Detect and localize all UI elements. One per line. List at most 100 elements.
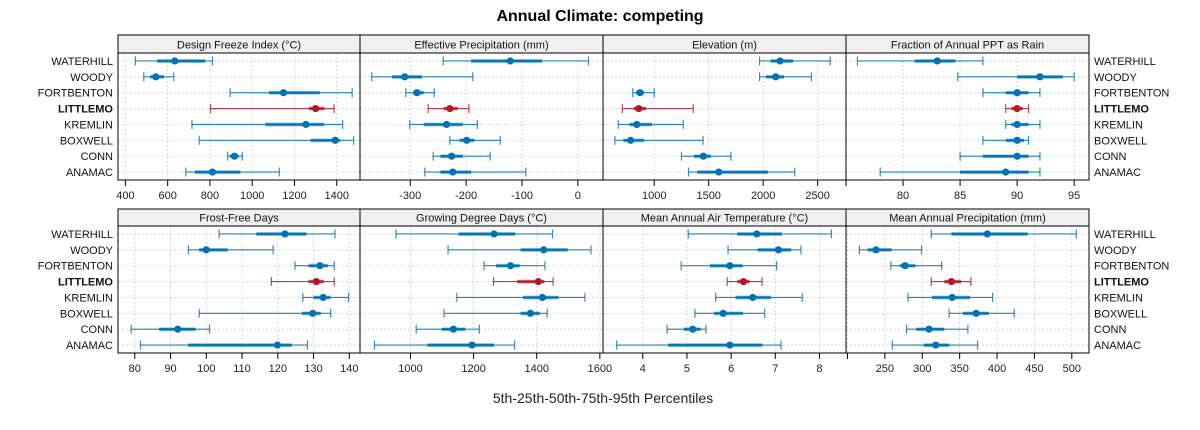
series-waterhill bbox=[395, 229, 554, 239]
x-tick-label: 1600 bbox=[588, 363, 612, 375]
category-label: ANAMAC bbox=[66, 340, 113, 352]
category-label: WOODY bbox=[1094, 245, 1137, 257]
median-point bbox=[753, 230, 761, 238]
median-point bbox=[540, 246, 548, 254]
category-label: CONN bbox=[81, 151, 113, 163]
median-point bbox=[627, 136, 635, 144]
category-label: CONN bbox=[81, 324, 113, 336]
category-label: FORTBENTON bbox=[1094, 261, 1169, 273]
median-point bbox=[872, 246, 880, 254]
median-point bbox=[1013, 104, 1021, 113]
category-label: BOXWELL bbox=[1094, 135, 1147, 147]
series-kremlin bbox=[617, 119, 684, 129]
x-tick-label: 80 bbox=[897, 190, 909, 202]
median-point bbox=[442, 120, 451, 129]
median-point bbox=[1013, 89, 1021, 97]
median-point bbox=[331, 136, 339, 144]
category-label: WOODY bbox=[70, 245, 113, 257]
median-point bbox=[1013, 120, 1021, 129]
series-anamac bbox=[139, 340, 309, 350]
series-conn bbox=[905, 324, 969, 334]
panel-frame bbox=[359, 52, 604, 181]
x-tick-label: 300 bbox=[913, 363, 931, 375]
x-tick-label: 1400 bbox=[325, 190, 349, 202]
median-point bbox=[230, 152, 239, 160]
series-fortbenton bbox=[294, 261, 335, 271]
x-tick-label: 1500 bbox=[696, 190, 720, 202]
category-label: FORTBENTON bbox=[1094, 88, 1169, 100]
median-point bbox=[972, 309, 980, 317]
x-tick-label: -200 bbox=[455, 190, 477, 202]
panel-frame bbox=[602, 52, 847, 181]
category-label: LITTLEMO bbox=[58, 104, 113, 116]
x-tick-label: 6 bbox=[728, 363, 734, 375]
series-fortbenton bbox=[405, 88, 435, 98]
panel-2: Elevation (m) 1000 1500 2000 2500 bbox=[602, 34, 847, 202]
median-point bbox=[699, 152, 707, 160]
x-tick-label: 1000 bbox=[240, 190, 264, 202]
series-conn bbox=[227, 151, 243, 161]
series-boxwell bbox=[198, 135, 355, 145]
median-point bbox=[449, 168, 457, 176]
median-point bbox=[312, 277, 320, 286]
median-point bbox=[774, 246, 783, 254]
series-woody bbox=[957, 72, 1075, 82]
panel-title: Design Freeze Index (°C) bbox=[177, 40, 301, 52]
panel-frame bbox=[845, 52, 1090, 181]
series-littlemo bbox=[1005, 104, 1030, 114]
panels: Design Freeze Index (°C)400 600 800 1000 120… bbox=[38, 34, 1169, 375]
panel-4: Frost-Free Days 80 90 100 110 120 130 140 WATERH… bbox=[38, 208, 361, 375]
x-tick-label: 1200 bbox=[282, 190, 306, 202]
panel-3: Fraction of Annual PPT as Rain 80 85 90 95 WA… bbox=[845, 34, 1169, 202]
category-label: WOODY bbox=[1094, 72, 1137, 84]
x-tick-label: 95 bbox=[1068, 190, 1080, 202]
median-point bbox=[636, 89, 644, 97]
series-woody bbox=[758, 72, 812, 82]
series-fortbenton bbox=[632, 88, 655, 98]
category-label: KREMLIN bbox=[64, 119, 113, 131]
x-tick-label: 600 bbox=[158, 190, 176, 202]
median-point bbox=[174, 325, 182, 333]
x-tick-label: 450 bbox=[1025, 363, 1043, 375]
series-conn bbox=[432, 151, 491, 161]
series-waterhill bbox=[134, 56, 214, 66]
series-boxwell bbox=[198, 308, 332, 318]
panel-title: Elevation (m) bbox=[692, 40, 757, 52]
median-point bbox=[983, 230, 991, 238]
median-point bbox=[534, 277, 542, 286]
median-point bbox=[633, 120, 641, 129]
median-point bbox=[772, 73, 780, 81]
median-point bbox=[281, 230, 289, 238]
series-fortbenton bbox=[680, 261, 778, 271]
panel-title: Mean Annual Precipitation (mm) bbox=[889, 213, 1046, 225]
series-kremlin bbox=[191, 119, 344, 129]
median-point bbox=[947, 277, 956, 286]
series-woody bbox=[143, 72, 175, 82]
series-boxwell bbox=[449, 135, 501, 145]
panel-5: Growing Degree Days (°C) 1000 1200 1400 1600 bbox=[359, 208, 612, 375]
panel-title: Fraction of Annual PPT as Rain bbox=[891, 40, 1044, 52]
median-point bbox=[316, 262, 324, 270]
x-tick-label: 1000 bbox=[398, 363, 422, 375]
median-point bbox=[715, 168, 723, 176]
series-anamac bbox=[616, 340, 782, 350]
panel-title: Frost-Free Days bbox=[199, 213, 279, 225]
median-point bbox=[171, 57, 179, 65]
x-tick-label: -100 bbox=[511, 190, 533, 202]
category-label: FORTBENTON bbox=[38, 88, 113, 100]
series-littlemo bbox=[270, 277, 335, 287]
x-tick-label: 1000 bbox=[642, 190, 666, 202]
series-conn bbox=[680, 151, 732, 161]
x-tick-label: 140 bbox=[340, 363, 358, 375]
median-point bbox=[490, 230, 498, 238]
category-label: WATERHILL bbox=[51, 56, 113, 68]
series-waterhill bbox=[687, 229, 833, 239]
panel-7: Mean Annual Precipitation (mm) 250 300 350 4… bbox=[845, 208, 1169, 375]
median-point bbox=[635, 104, 643, 113]
x-tick-label: 80 bbox=[129, 363, 141, 375]
x-tick-label: 5 bbox=[684, 363, 690, 375]
series-waterhill bbox=[856, 56, 984, 66]
median-point bbox=[749, 293, 757, 302]
series-woody bbox=[447, 245, 592, 255]
